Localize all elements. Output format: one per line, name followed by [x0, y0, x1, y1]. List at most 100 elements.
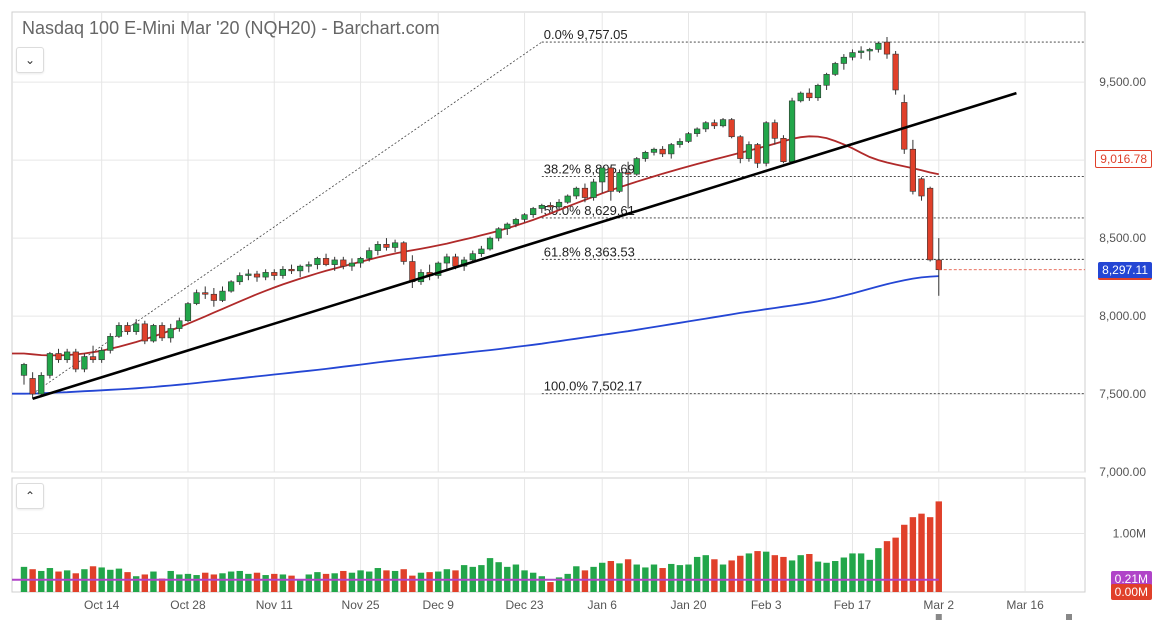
candle-body [322, 258, 330, 265]
candle-body [719, 119, 727, 127]
ma200-line [12, 275, 939, 395]
chart-title: Nasdaq 100 E-Mini Mar '20 (NQH20) - Barc… [22, 18, 440, 38]
candle-body [486, 237, 494, 250]
volume-bar [288, 575, 295, 592]
volume-bar [478, 565, 485, 592]
volume-bar [107, 569, 114, 592]
candle-body [832, 63, 839, 75]
candle-body [98, 350, 105, 361]
volume-average-tag: 0.21M [1110, 570, 1152, 587]
candle-body [555, 201, 563, 208]
candle-body [288, 268, 295, 272]
candle-body [245, 273, 252, 276]
candle-body [642, 152, 649, 159]
candle-body [909, 148, 916, 192]
candle-body [780, 138, 787, 162]
chevron-up-icon: ⌃ [24, 489, 36, 503]
volume-bar [486, 558, 494, 592]
candle-body [668, 144, 675, 155]
volume-bar [124, 572, 131, 592]
candle-body [400, 242, 407, 262]
candle-body [29, 378, 36, 395]
volume-bar [357, 570, 364, 592]
candle-body [409, 261, 416, 283]
candle-body [901, 102, 908, 150]
volume-bar [495, 562, 502, 592]
volume-bar [745, 553, 753, 592]
candle-body [383, 244, 390, 248]
volume-bar [452, 570, 459, 592]
volume-bar [711, 559, 718, 592]
candle-body [573, 187, 580, 197]
volume-bar [417, 572, 425, 592]
candle-body [193, 292, 200, 304]
candle-body [624, 172, 632, 175]
y-tick-label: 7,000.00 [1099, 465, 1146, 479]
candle-body [616, 172, 623, 192]
price-pane-collapse-button[interactable]: ⌄ [16, 47, 44, 73]
x-tick-label: Nov 25 [342, 598, 380, 612]
volume-bar [38, 570, 45, 592]
candle-body [133, 323, 140, 332]
volume-bar [702, 555, 709, 592]
y-tick-label: 8,000.00 [1099, 309, 1146, 323]
volume-bar [668, 563, 675, 592]
candle-body [357, 258, 364, 264]
volume-bar [814, 561, 822, 592]
fibonacci-level-label: 0.0% 9,757.05 [544, 27, 628, 42]
chevron-down-icon: ⌄ [24, 53, 36, 67]
candle-body [202, 292, 209, 295]
volume-bar [762, 551, 770, 592]
candle-body [728, 119, 735, 138]
volume-bar [728, 560, 735, 592]
volume-bar [685, 564, 692, 592]
y-tick-label: 9,500.00 [1099, 75, 1146, 89]
candle-body [107, 336, 114, 351]
volume-bar [512, 564, 520, 592]
x-tick-label: Jan 20 [670, 598, 706, 612]
candle-body [262, 272, 269, 278]
candle-body [538, 205, 545, 209]
candle-body [754, 144, 761, 164]
volume-bar [383, 570, 390, 592]
volume-bar [63, 570, 71, 592]
candle-body [38, 375, 45, 395]
volume-bar [158, 578, 166, 592]
candle-body [875, 42, 882, 50]
volume-bar [719, 564, 727, 592]
candle-body [81, 356, 88, 370]
volume-bar [435, 571, 442, 592]
candle-body [391, 242, 399, 248]
candle-body [469, 253, 476, 261]
candle-body [253, 273, 261, 278]
candle-body [530, 208, 537, 216]
volume-bar [210, 574, 218, 592]
candle-body [564, 195, 571, 203]
axis-end-marker [1066, 614, 1072, 620]
volume-bar [935, 501, 942, 592]
candle-body [633, 158, 640, 175]
volume-bar [141, 574, 149, 592]
volume-bar [271, 573, 278, 592]
volume-pane-expand-button[interactable]: ⌃ [16, 483, 44, 509]
volume-bar [599, 562, 606, 592]
candle-body [607, 167, 614, 192]
candle-body [935, 259, 942, 271]
volume-bar [788, 560, 796, 592]
last-price-tag: 8,297.11 [1098, 261, 1152, 280]
volume-bar [521, 570, 528, 592]
x-tick-label: Oct 14 [84, 598, 120, 612]
x-tick-label: Nov 11 [256, 598, 293, 612]
ma50-price-tag: 9,016.78 [1095, 149, 1152, 168]
candle-body [711, 122, 718, 127]
volume-bar [840, 557, 848, 592]
volume-bar [650, 564, 658, 592]
volume-bar [823, 562, 830, 592]
candle-body [650, 148, 658, 153]
volume-bar [409, 575, 416, 592]
volume-bar [616, 563, 623, 592]
candle-body [89, 356, 97, 361]
volume-bar [167, 570, 174, 592]
volume-bar [193, 575, 200, 592]
volume-bar [555, 577, 563, 592]
